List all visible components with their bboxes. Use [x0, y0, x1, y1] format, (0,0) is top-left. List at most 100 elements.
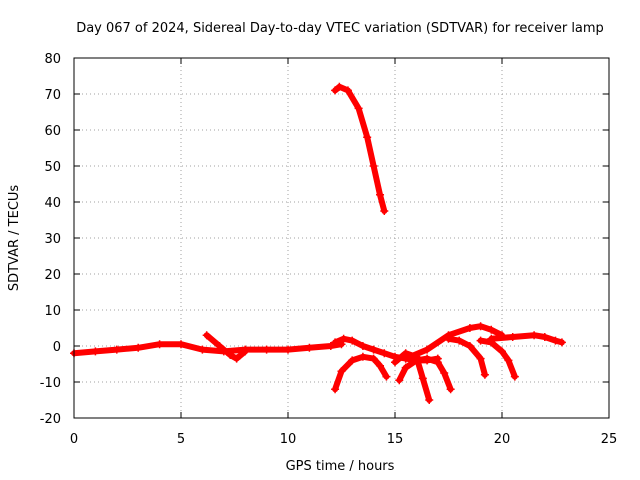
data-point-marker — [446, 385, 455, 394]
y-tick-label: 10 — [44, 304, 61, 319]
y-axis-label: SDTVAR / TECUs — [7, 185, 22, 292]
y-tick-label: -20 — [40, 412, 61, 427]
data-point-marker — [508, 333, 517, 341]
data-point-marker — [510, 372, 519, 381]
x-tick-label: 10 — [280, 432, 297, 447]
y-tick-label: 0 — [53, 340, 61, 355]
data-point-marker — [440, 369, 449, 377]
plot-frame — [73, 57, 610, 419]
data-point-marker — [380, 207, 389, 215]
data-point-marker — [380, 349, 389, 358]
chart-title: Day 067 of 2024, Sidereal Day-to-day VTE… — [76, 21, 604, 36]
data-point-marker — [215, 342, 224, 350]
series-arc-5 — [331, 352, 391, 394]
series-arc-3 — [331, 82, 389, 215]
data-point-marker — [337, 367, 346, 376]
series-arc-2 — [202, 331, 250, 363]
data-point-marker — [476, 336, 485, 345]
y-tick-label: 30 — [44, 232, 61, 247]
y-tick-label: -10 — [40, 376, 61, 391]
data-point-marker — [241, 347, 250, 356]
data-point-marker — [226, 351, 235, 359]
data-point-marker — [369, 354, 378, 363]
data-point-marker — [91, 347, 100, 356]
x-tick-label: 20 — [494, 432, 511, 447]
series-line — [488, 332, 565, 346]
data-point-marker — [433, 358, 442, 367]
y-tick-label: 40 — [44, 196, 61, 211]
data-point-marker — [401, 363, 410, 372]
data-point-marker — [348, 356, 357, 365]
y-tick-label: 20 — [44, 268, 61, 283]
y-tick-label: 70 — [44, 88, 61, 103]
data-point-marker — [376, 361, 385, 370]
data-point-marker — [455, 336, 464, 345]
data-point-marker — [465, 324, 474, 332]
series-arc-9 — [444, 334, 489, 379]
data-point-marker — [262, 345, 271, 354]
data-point-marker — [444, 334, 453, 343]
data-point-marker — [134, 343, 143, 352]
x-axis-label: GPS time / hours — [286, 459, 395, 474]
x-tick-label: 5 — [177, 432, 185, 447]
y-tick-label: 80 — [44, 52, 61, 67]
data-point-marker — [423, 354, 432, 363]
data-point-marker — [343, 86, 352, 95]
data-point-marker — [504, 356, 513, 365]
data-point-marker — [112, 345, 121, 354]
data-point-marker — [480, 370, 489, 379]
series-line — [203, 332, 249, 362]
data-point-marker — [425, 396, 434, 404]
series-line — [332, 353, 390, 393]
data-layer — [70, 82, 566, 404]
data-point-marker — [498, 347, 506, 356]
data-point-marker — [540, 333, 549, 341]
series-arc-1 — [70, 340, 346, 358]
data-point-marker — [418, 374, 427, 383]
data-point-marker — [465, 342, 474, 350]
data-point-marker — [202, 331, 211, 340]
data-point-marker — [423, 345, 432, 354]
data-point-marker — [487, 325, 496, 334]
data-point-marker — [177, 340, 185, 349]
data-point-marker — [358, 342, 367, 350]
axis-ticks: 0 5 10 15 20 25 -20 -10 0 10 20 30 40 50 60 70 80 — [40, 52, 618, 447]
grid-lines — [74, 58, 609, 418]
data-point-marker — [155, 340, 164, 349]
data-point-marker — [348, 336, 357, 345]
data-point-marker — [331, 338, 340, 347]
data-point-marker — [354, 104, 363, 113]
data-point-marker — [339, 334, 348, 343]
data-point-marker — [401, 354, 410, 363]
data-point-marker — [232, 354, 241, 363]
data-point-marker — [382, 372, 391, 381]
series-line — [332, 83, 388, 214]
data-point-marker — [487, 334, 496, 343]
data-point-marker — [369, 162, 378, 170]
x-tick-label: 15 — [387, 432, 404, 447]
y-tick-label: 60 — [44, 124, 61, 139]
data-point-marker — [358, 352, 367, 361]
data-point-marker — [391, 358, 399, 367]
data-point-marker — [284, 345, 292, 354]
data-point-marker — [363, 133, 372, 142]
x-tick-label: 25 — [601, 432, 618, 447]
data-point-marker — [557, 338, 566, 347]
data-point-marker — [476, 322, 485, 331]
data-point-marker — [331, 86, 340, 95]
series-arc-11 — [487, 331, 566, 347]
data-point-marker — [305, 343, 314, 352]
data-point-marker — [369, 345, 378, 354]
data-point-marker — [326, 342, 335, 350]
data-point-marker — [476, 354, 485, 363]
data-point-marker — [198, 345, 207, 354]
data-point-marker — [530, 331, 539, 340]
data-point-marker — [335, 82, 344, 91]
data-point-marker — [551, 336, 560, 345]
x-tick-label: 0 — [70, 432, 78, 447]
data-point-marker — [395, 376, 404, 385]
data-point-marker — [331, 385, 340, 394]
data-point-marker — [376, 190, 385, 199]
y-tick-label: 50 — [44, 160, 61, 175]
